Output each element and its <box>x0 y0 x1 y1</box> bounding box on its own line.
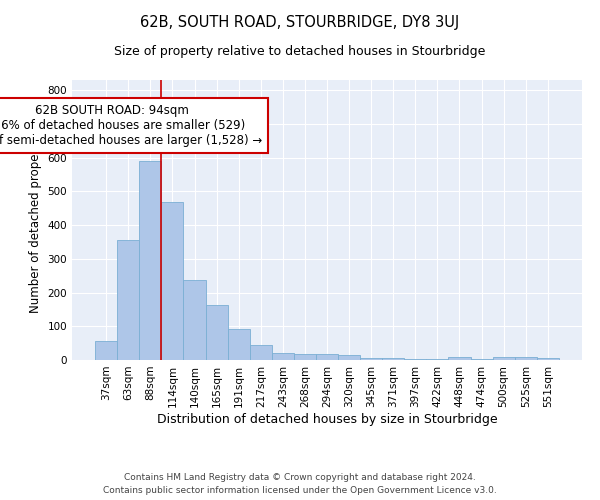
Bar <box>117 240 139 360</box>
Bar <box>184 280 206 360</box>
Bar <box>95 342 117 360</box>
Bar <box>139 161 161 360</box>
Text: 62B, SOUTH ROAD, STOURBRIDGE, DY8 3UJ: 62B, SOUTH ROAD, STOURBRIDGE, DY8 3UJ <box>140 15 460 30</box>
Bar <box>515 356 537 360</box>
Text: 62B SOUTH ROAD: 94sqm
← 26% of detached houses are smaller (529)
74% of semi-det: 62B SOUTH ROAD: 94sqm ← 26% of detached … <box>0 104 263 146</box>
Bar <box>272 354 294 360</box>
Bar <box>206 305 227 360</box>
Bar <box>404 359 427 360</box>
Text: Contains HM Land Registry data © Crown copyright and database right 2024.
Contai: Contains HM Land Registry data © Crown c… <box>103 474 497 495</box>
Bar <box>537 358 559 360</box>
Bar <box>250 345 272 360</box>
X-axis label: Distribution of detached houses by size in Stourbridge: Distribution of detached houses by size … <box>157 412 497 426</box>
Bar <box>360 358 382 360</box>
Bar <box>382 358 404 360</box>
Bar <box>493 356 515 360</box>
Y-axis label: Number of detached properties: Number of detached properties <box>29 127 42 313</box>
Bar <box>227 328 250 360</box>
Bar <box>448 358 470 360</box>
Bar <box>316 354 338 360</box>
Bar <box>294 354 316 360</box>
Bar <box>338 356 360 360</box>
Bar <box>161 202 184 360</box>
Text: Size of property relative to detached houses in Stourbridge: Size of property relative to detached ho… <box>115 45 485 58</box>
Bar <box>427 359 448 360</box>
